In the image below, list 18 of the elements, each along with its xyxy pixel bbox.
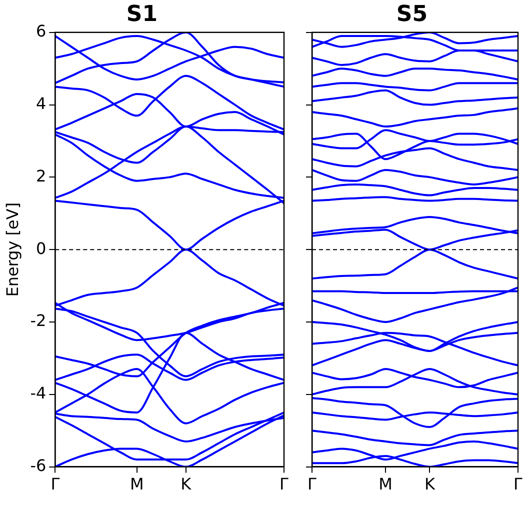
- y-tick-label: -6: [30, 456, 46, 475]
- y-tick-label: -2: [30, 311, 46, 330]
- y-axis-title: Energy [eV]: [2, 202, 22, 297]
- x-tick-label: Γ: [514, 474, 523, 494]
- x-tick-label: M: [378, 474, 392, 494]
- x-tick-label: Γ: [280, 474, 289, 494]
- y-tick-label: 4: [36, 94, 46, 113]
- x-tick-label: K: [180, 474, 192, 494]
- y-tick-label: -4: [30, 384, 46, 403]
- x-tick-label: Γ: [308, 474, 317, 494]
- chart-title: S1: [126, 2, 158, 27]
- x-tick-label: K: [424, 474, 436, 494]
- y-tick-label: 0: [36, 238, 46, 258]
- x-tick-label: Γ: [50, 474, 60, 494]
- y-tick-label: 6: [36, 22, 46, 41]
- y-tick-label: 2: [36, 166, 46, 186]
- x-tick-label: M: [130, 474, 144, 494]
- chart-title: S5: [396, 2, 428, 27]
